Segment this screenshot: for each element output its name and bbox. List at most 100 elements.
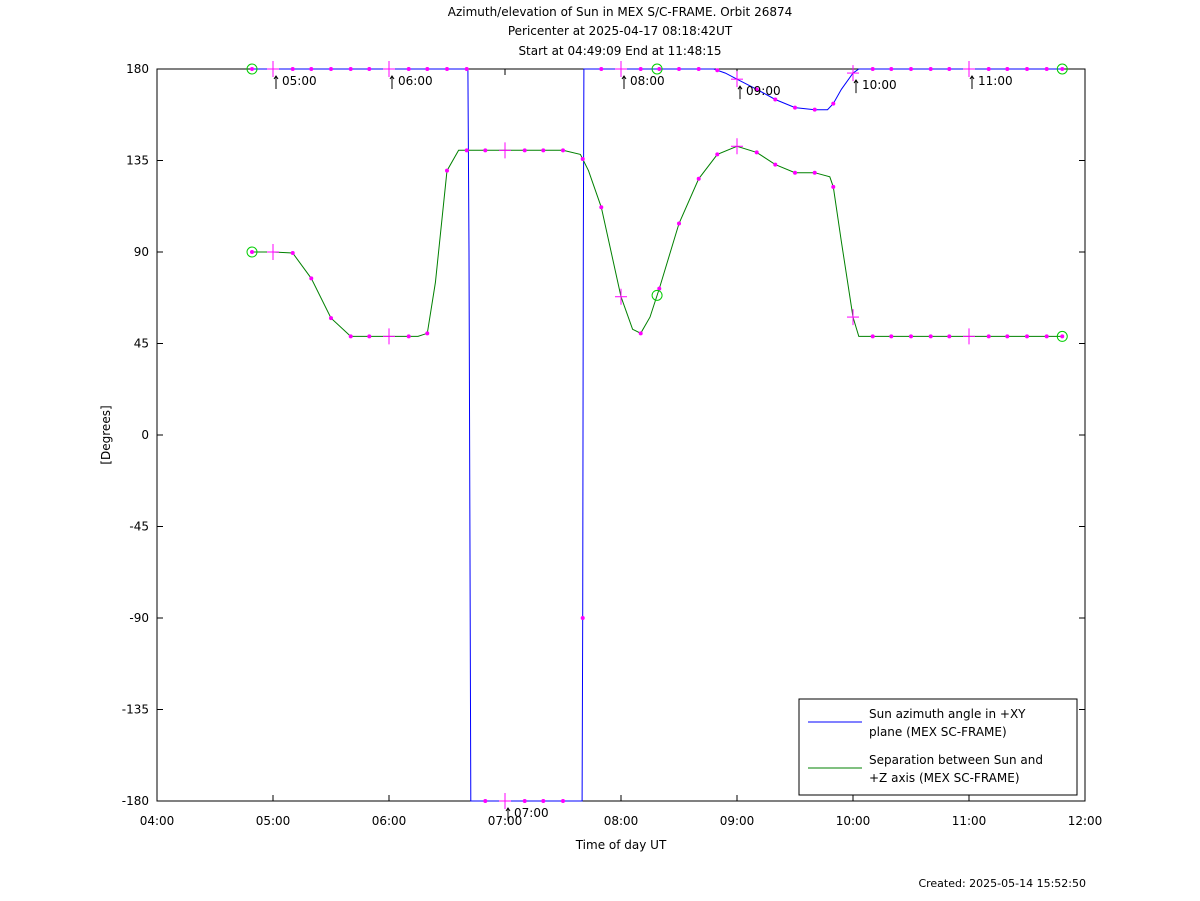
azimuth-dot	[889, 67, 894, 71]
separation-dot	[870, 334, 875, 339]
x-tick-label: 04:00	[140, 814, 175, 828]
azimuth-dot	[464, 67, 469, 71]
y-tick-label: 90	[134, 245, 149, 259]
separation-dot	[1044, 334, 1049, 339]
azimuth-dot	[715, 68, 720, 73]
chart-title-line2: Pericenter at 2025-04-17 08:18:42UT	[507, 24, 733, 38]
separation-dot	[986, 334, 991, 339]
legend-label-azimuth: plane (MEX SC-FRAME)	[869, 725, 1007, 739]
y-tick-label: -45	[129, 520, 149, 534]
separation-dot	[580, 157, 585, 162]
azimuth-dot	[406, 67, 411, 71]
separation-dot	[715, 152, 720, 157]
separation-hour-marker	[267, 244, 279, 260]
azimuth-dot	[754, 87, 759, 92]
legend-label-separation: Separation between Sun and	[869, 753, 1043, 767]
azimuth-dot	[329, 67, 333, 71]
azimuth-dot	[367, 67, 372, 71]
separation-dot	[812, 170, 817, 175]
separation-dot	[889, 334, 894, 339]
x-tick-label: 12:00	[1068, 814, 1103, 828]
y-tick-label: -135	[122, 703, 149, 717]
separation-dot	[657, 286, 662, 291]
x-tick-label: 09:00	[720, 814, 755, 828]
separation-dot	[561, 148, 565, 153]
azimuth-dot	[561, 799, 565, 803]
y-tick-label: -180	[122, 794, 149, 808]
azimuth-dot	[1025, 67, 1029, 71]
separation-dot	[928, 334, 933, 339]
x-tick-label: 11:00	[952, 814, 987, 828]
separation-line	[252, 145, 1063, 337]
azimuth-dot	[522, 799, 527, 803]
separation-dot	[773, 162, 778, 167]
azimuth-dot	[348, 67, 353, 71]
x-tick-label: 07:00	[488, 814, 523, 828]
azimuth-dot	[812, 107, 817, 112]
separation-dot	[638, 331, 643, 336]
legend-label-separation: +Z axis (MEX SC-FRAME)	[869, 771, 1020, 785]
y-axis-label: [Degrees]	[99, 405, 113, 464]
separation-dot	[599, 205, 604, 210]
separation-dot	[754, 150, 759, 155]
legend-label-azimuth: Sun azimuth angle in +XY	[869, 707, 1026, 721]
plot-frame	[156, 68, 1086, 802]
chart-title-line1: Azimuth/elevation of Sun in MEX S/C-FRAM…	[447, 5, 793, 19]
x-axis-label: Time of day UT	[575, 838, 667, 852]
azimuth-dot	[793, 105, 797, 110]
hour-marker-label: 08:00	[630, 74, 665, 88]
hour-arrow-head	[969, 75, 975, 80]
separation-dot	[909, 334, 913, 339]
azimuth-dot	[831, 101, 836, 106]
separation-dot	[793, 170, 797, 175]
y-tick-label: 0	[141, 428, 149, 442]
x-tick-label: 05:00	[256, 814, 291, 828]
hour-marker-label: 10:00	[862, 78, 897, 92]
azimuth-dot	[445, 67, 449, 71]
separation-dot	[522, 148, 527, 153]
azimuth-dot	[1005, 67, 1010, 71]
hour-arrow-head	[389, 75, 395, 80]
separation-dot	[445, 168, 449, 173]
y-tick-label: 135	[126, 154, 149, 168]
x-tick-label: 10:00	[836, 814, 871, 828]
hour-arrow-head	[621, 75, 627, 80]
azimuth-hour-marker	[963, 61, 975, 77]
separation-dot	[677, 221, 681, 226]
hour-marker-label: 06:00	[398, 74, 433, 88]
hour-arrow-head	[273, 75, 279, 80]
separation-hour-marker	[731, 138, 743, 155]
separation-dot	[1005, 334, 1010, 339]
hour-marker-label: 11:00	[978, 74, 1013, 88]
separation-event-circle	[651, 289, 663, 301]
separation-dot	[483, 148, 488, 153]
azimuth-event-circle	[1056, 63, 1068, 75]
azimuth-dot	[773, 97, 778, 102]
azimuth-dot	[250, 67, 255, 71]
azimuth-hour-marker	[267, 61, 279, 77]
separation-dot	[329, 316, 333, 321]
x-tick-label: 08:00	[604, 814, 639, 828]
azimuth-hour-marker	[731, 71, 743, 88]
azimuth-dot	[638, 67, 643, 71]
separation-dot	[425, 331, 430, 336]
azimuth-hour-marker	[499, 793, 511, 809]
azimuth-dot	[986, 67, 991, 71]
separation-dot	[406, 334, 411, 339]
separation-event-circle	[246, 246, 258, 258]
separation-dot	[367, 334, 372, 339]
separation-event-circle	[1056, 330, 1068, 342]
hour-marker-label: 07:00	[514, 806, 549, 820]
separation-dot	[947, 334, 952, 339]
azimuth-dot	[696, 67, 701, 71]
azimuth-dot	[1044, 67, 1049, 71]
azimuth-dot	[290, 67, 295, 71]
hour-marker-label: 09:00	[746, 84, 781, 98]
separation-dot	[1025, 334, 1029, 339]
separation-hour-marker	[615, 288, 627, 305]
azimuth-dot	[1060, 67, 1065, 71]
y-tick-label: 45	[134, 337, 149, 351]
azimuth-hour-marker	[383, 61, 395, 77]
separation-hour-marker	[847, 309, 859, 326]
